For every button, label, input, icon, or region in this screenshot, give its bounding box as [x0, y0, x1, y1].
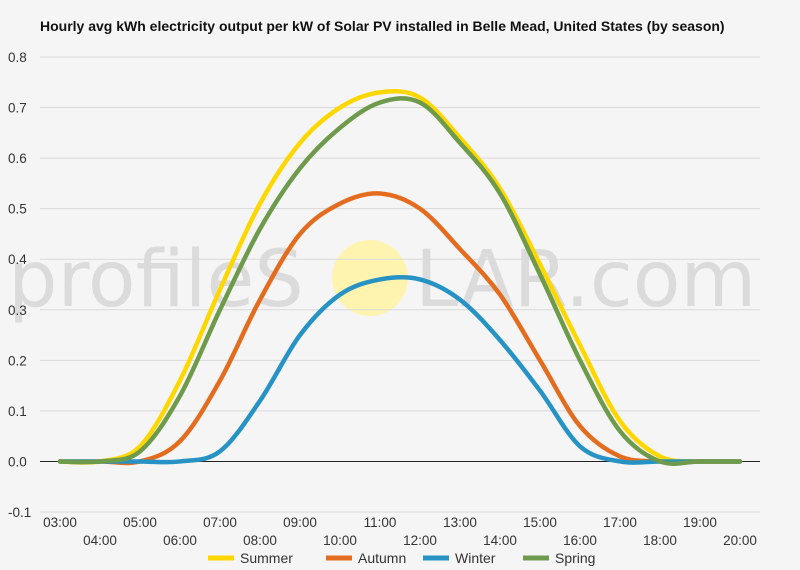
y-tick-label: 0.0	[8, 454, 27, 469]
series-line-autumn	[57, 191, 743, 466]
x-tick-label: 11:00	[364, 515, 397, 530]
x-axis: 03:00 04:00 05:00 06:00 07:00 08:00 09:00 10:00…	[43, 515, 757, 548]
x-tick-label: 05:00	[123, 515, 157, 530]
x-tick-label: 13:00	[443, 515, 477, 530]
x-tick-label: 16:00	[563, 533, 597, 548]
y-tick-label: 0.6	[8, 151, 27, 166]
x-tick-label: 18:00	[643, 533, 677, 548]
legend: Summer Autumn Winter Spring	[208, 550, 595, 566]
series-line-summer	[57, 88, 743, 465]
chart-title: Hourly avg kWh electricity output per kW…	[40, 18, 725, 34]
x-tick-label: 07:00	[203, 515, 237, 530]
legend-label: Summer	[240, 550, 293, 566]
x-tick-label: 20:00	[723, 533, 757, 548]
x-tick-label: 10:00	[323, 533, 357, 548]
y-tick-label: 0.5	[8, 202, 27, 217]
y-tick-label: 0.1	[8, 404, 27, 419]
series-line-winter	[57, 274, 743, 465]
x-tick-label: 06:00	[163, 533, 197, 548]
y-tick-label: 0.3	[8, 303, 27, 318]
x-tick-label: 12:00	[403, 533, 437, 548]
y-tick-label: 0.8	[8, 50, 27, 65]
x-tick-label: 14:00	[483, 533, 517, 548]
x-tick-label: 17:00	[603, 515, 637, 530]
x-tick-label: 19:00	[683, 515, 717, 530]
y-axis: 0.8 0.7 0.6 0.5 0.4 0.3 0.2 0.1 0.0 -0.1	[8, 50, 31, 520]
watermark-text-right: LAR.com	[415, 235, 756, 325]
series-line-spring	[57, 96, 743, 466]
x-tick-label: 04:00	[83, 533, 117, 548]
series-lines	[57, 88, 743, 466]
y-tick-label: -0.1	[8, 505, 31, 520]
legend-label: Winter	[455, 550, 496, 566]
x-tick-label: 08:00	[243, 533, 277, 548]
y-tick-label: 0.2	[8, 353, 27, 368]
y-tick-label: 0.7	[8, 101, 27, 116]
legend-label: Autumn	[358, 550, 406, 566]
y-tick-label: 0.4	[8, 252, 27, 267]
watermark-text-left: profileS	[8, 235, 304, 325]
x-tick-label: 09:00	[283, 515, 317, 530]
x-tick-label: 03:00	[43, 515, 77, 530]
legend-label: Spring	[555, 550, 595, 566]
x-tick-label: 15:00	[523, 515, 557, 530]
